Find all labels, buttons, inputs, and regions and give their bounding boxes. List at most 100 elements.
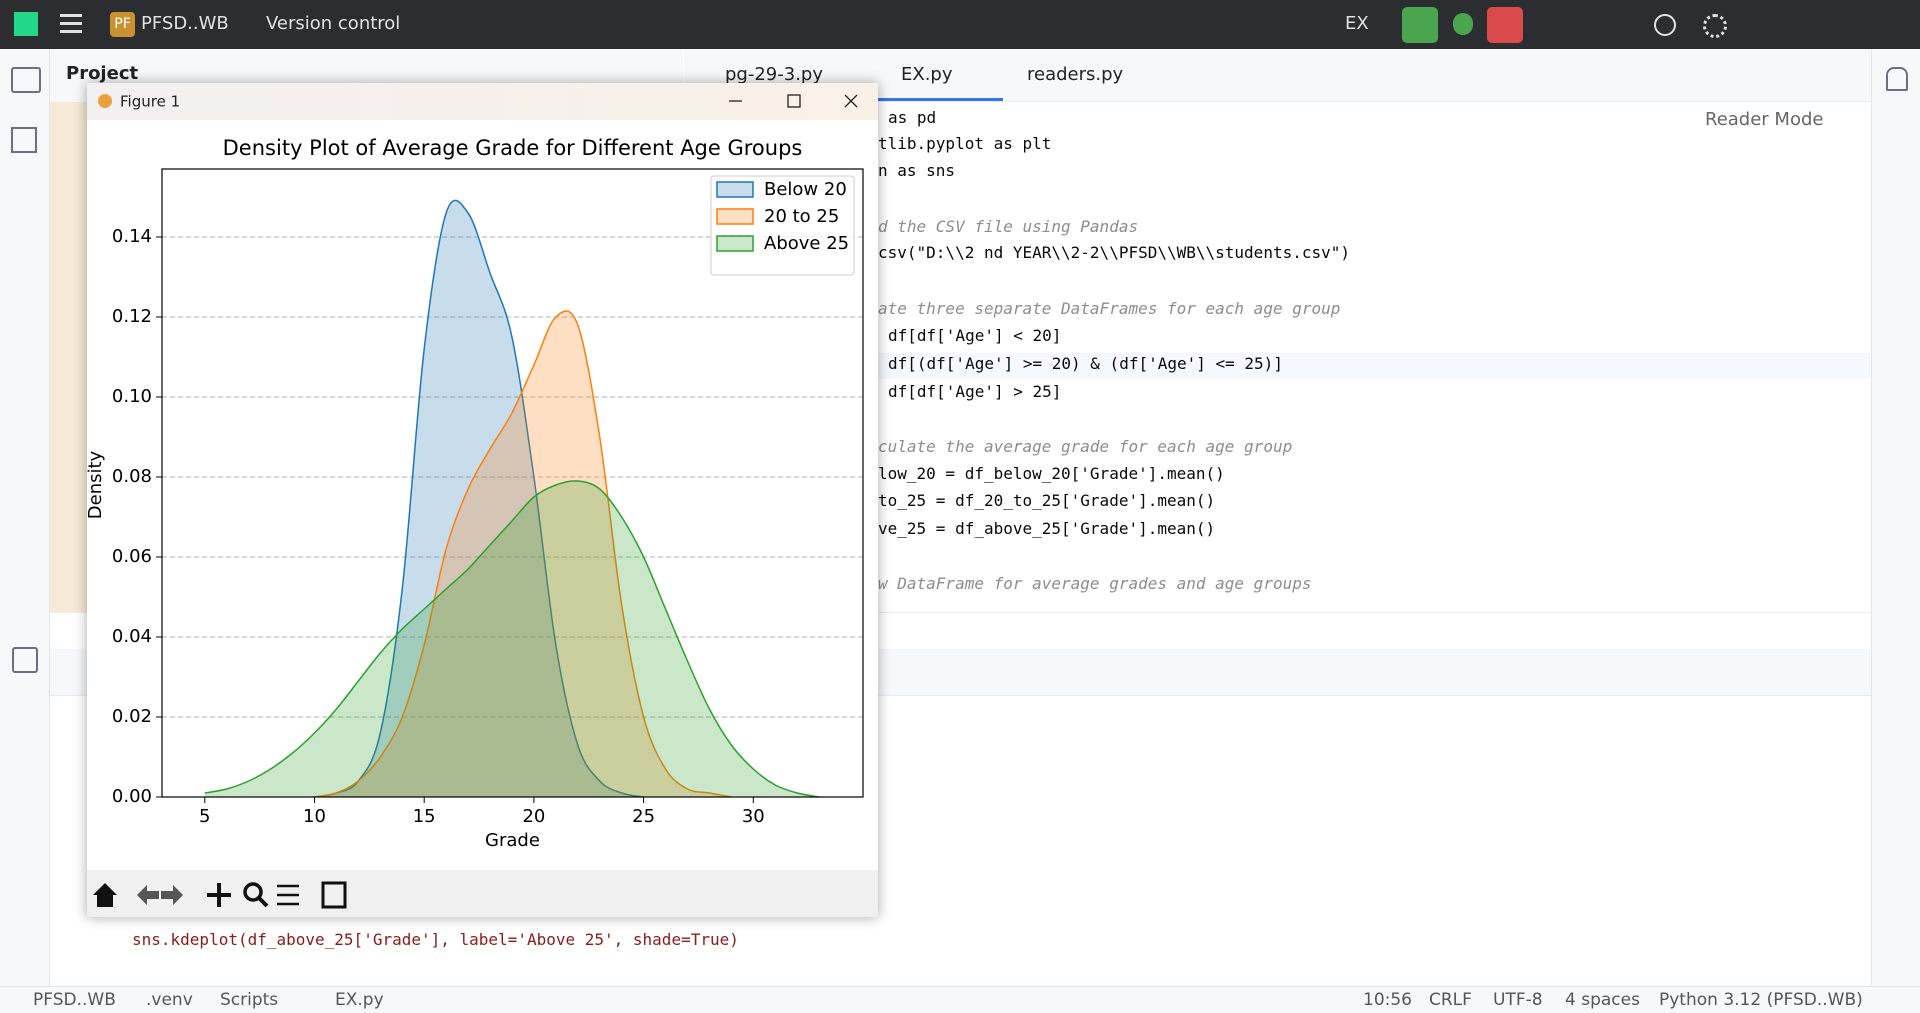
stop-button[interactable] — [1487, 7, 1523, 43]
home-button[interactable] — [93, 883, 117, 907]
project-badge: PF — [110, 12, 135, 37]
y-tick-label: 0.14 — [112, 226, 152, 247]
current-line — [684, 353, 1871, 379]
breadcrumb[interactable]: .venv — [146, 990, 193, 1010]
project-tool[interactable] — [11, 67, 41, 93]
title-bar — [87, 83, 878, 120]
tab[interactable]: readers.py — [1027, 64, 1124, 85]
y-tick-label: 0.02 — [112, 706, 152, 727]
legend-label: Below 20 — [764, 179, 847, 200]
x-axis-label: Grade — [485, 830, 540, 851]
legend-label: 20 to 25 — [764, 206, 839, 227]
close[interactable] — [844, 94, 858, 108]
active-tab-indicator — [861, 98, 1003, 101]
window-title: Figure 1 — [120, 93, 180, 111]
breadcrumb[interactable]: Scripts — [220, 990, 279, 1010]
run-button[interactable] — [1402, 7, 1438, 43]
search-icon[interactable] — [1654, 14, 1676, 36]
code-line: low_20 = df_below_20['Grade'].mean() — [878, 464, 1225, 483]
indent[interactable]: 4 spaces — [1565, 990, 1640, 1010]
line-separator[interactable]: CRLF — [1429, 990, 1472, 1010]
x-tick-label: 20 — [522, 806, 545, 827]
density-line — [204, 480, 820, 798]
run-tool[interactable] — [12, 647, 38, 673]
maximize[interactable] — [787, 94, 801, 108]
y-tick-label: 0.10 — [112, 386, 152, 407]
plot: Density Plot of Average Grade for Differ… — [85, 136, 864, 851]
legend-swatch — [716, 181, 754, 198]
legend-label: Above 25 — [764, 233, 849, 254]
density-fill — [204, 480, 820, 797]
structure-tool[interactable] — [11, 127, 37, 153]
code-line: csv("D:\\2 nd YEAR\\2-2\\PFSD\\WB\\stude… — [878, 243, 1351, 262]
save-button[interactable] — [321, 881, 347, 909]
code-comment: ate three separate DataFrames for each a… — [878, 299, 1341, 318]
console-line: sns.kdeplot(df_above_25['Grade'], label=… — [132, 930, 739, 949]
left-toolbar — [0, 49, 50, 986]
breadcrumb[interactable]: PFSD..WB — [33, 990, 116, 1010]
top-bar: PF PFSD..WB Version control EX — [0, 0, 1920, 49]
configure-button[interactable] — [277, 884, 299, 906]
caret-position[interactable]: 10:56 — [1363, 990, 1412, 1010]
y-tick-label: 0.08 — [112, 466, 152, 487]
nav-toolbar — [87, 870, 878, 917]
legend-swatch — [716, 235, 754, 252]
density-line — [314, 310, 732, 798]
x-tick-label: 25 — [632, 806, 655, 827]
code-comment: w DataFrame for average grades and age g… — [878, 574, 1312, 593]
breadcrumb[interactable]: EX.py — [335, 990, 384, 1010]
axes-frame — [161, 168, 864, 798]
project-tree — [50, 102, 90, 642]
code-line: to_25 = df_20_to_25['Grade'].mean() — [878, 491, 1216, 510]
tab[interactable]: pg-29-3.py — [725, 64, 823, 85]
figure: Figure 1 Density Plot of Average Grade f… — [85, 83, 878, 917]
encoding[interactable]: UTF-8 — [1493, 990, 1543, 1010]
forward-button[interactable] — [161, 885, 183, 905]
code-line: n as sns — [878, 161, 956, 180]
right-toolbar — [1871, 49, 1920, 986]
reader-mode[interactable]: Reader Mode — [1705, 109, 1824, 130]
status-bar: PFSD..WB .venv Scripts EX.py 10:56 CRLF … — [0, 986, 1920, 1013]
y-tick-label: 0.06 — [112, 546, 152, 567]
code-line: ve_25 = df_above_25['Grade'].mean() — [878, 519, 1216, 538]
figure-window: Figure 1 Density Plot of Average Grade f… — [85, 83, 878, 917]
interpreter[interactable]: Python 3.12 (PFSD..WB) — [1659, 990, 1863, 1010]
code-comment: d the CSV file using Pandas — [878, 217, 1139, 236]
vcs-menu[interactable]: Version control — [266, 13, 401, 34]
x-tick-label: 15 — [413, 806, 436, 827]
settings-icon[interactable] — [1703, 14, 1727, 38]
density-fill — [314, 200, 644, 798]
density-fill — [314, 310, 732, 797]
pan-button[interactable] — [207, 883, 231, 907]
code-line: df[(df['Age'] >= 20) & (df['Age'] <= 25)… — [888, 354, 1283, 373]
zoom-button[interactable] — [243, 882, 263, 902]
run-config[interactable]: EX — [1345, 13, 1369, 34]
menu-icon[interactable] — [60, 14, 82, 17]
project-name[interactable]: PFSD..WB — [141, 13, 229, 34]
chart-title: Density Plot of Average Grade for Differ… — [223, 136, 803, 160]
y-axis-label: Density — [87, 450, 106, 519]
x-tick-label: 30 — [742, 806, 765, 827]
x-tick-label: 10 — [303, 806, 326, 827]
code-line: df[df['Age'] < 20] — [888, 326, 1062, 345]
code-line: as pd — [888, 108, 937, 127]
x-tick-label: 5 — [199, 806, 210, 827]
app-icon — [98, 94, 112, 108]
legend-swatch — [716, 208, 754, 225]
editor: Reader Mode — [684, 102, 1871, 612]
project-title[interactable]: Project — [66, 63, 139, 84]
y-tick-label: 0.00 — [112, 786, 152, 807]
tab-active[interactable]: EX.py — [901, 64, 953, 85]
y-tick-label: 0.12 — [112, 306, 152, 327]
density-line — [314, 199, 644, 798]
code-line: df[df['Age'] > 25] — [888, 382, 1062, 401]
debug-button[interactable] — [1453, 13, 1473, 35]
code-line: tlib.pyplot as plt — [878, 134, 1052, 153]
y-tick-label: 0.04 — [112, 626, 152, 647]
code-comment: culate the average grade for each age gr… — [878, 437, 1293, 456]
app-icon[interactable] — [14, 12, 38, 36]
notifications[interactable] — [1886, 67, 1908, 91]
back-button[interactable] — [137, 885, 159, 905]
tab-bar: pg-29-3.py EX.py readers.py — [684, 49, 1871, 102]
